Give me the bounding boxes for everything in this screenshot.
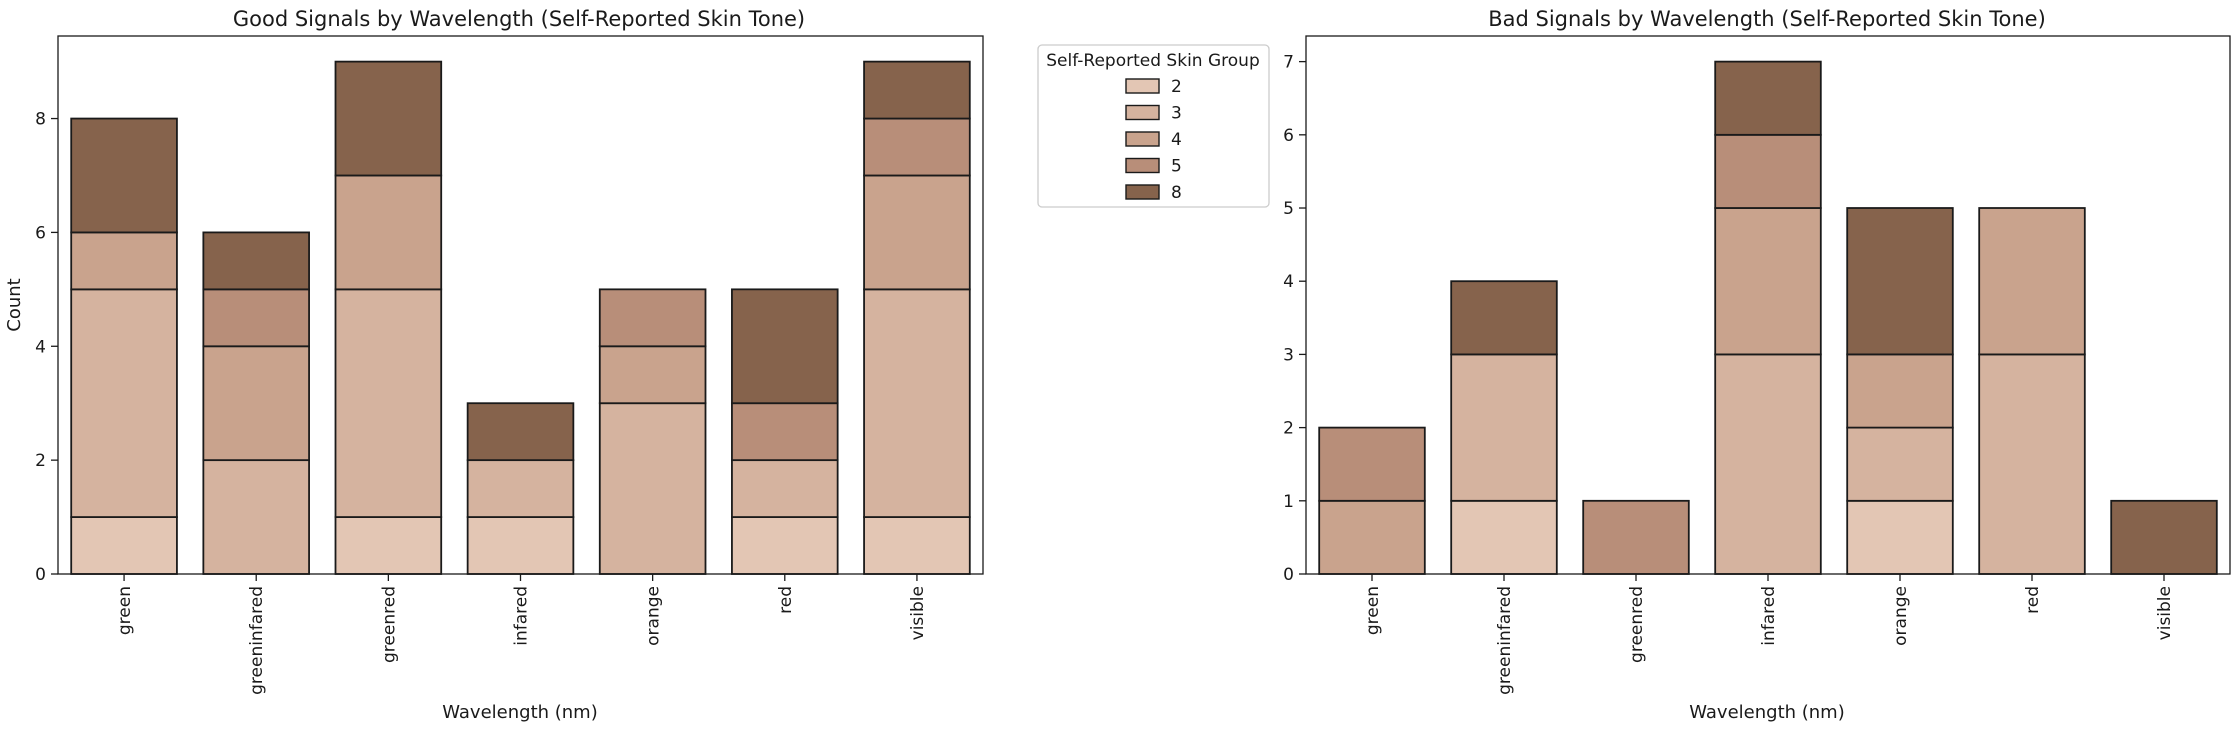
bar-segment-infared-group-4 [1714, 207, 1822, 356]
bar-segment-infared-group-2 [466, 516, 575, 575]
legend-label-4: 4 [1171, 130, 1182, 150]
bar-segment-orange-group-4 [1846, 353, 1954, 429]
bar-segment-infared-group-3 [466, 459, 575, 518]
bar-segment-green-group-5 [1318, 426, 1426, 502]
x-tick-label: greenred [1627, 586, 1647, 663]
plot-frame [1305, 35, 2231, 575]
x-tick-label: infared [512, 586, 532, 646]
x-axis-label: Wavelength (nm) [1689, 702, 1845, 723]
chart-title: Good Signals by Wavelength (Self-Reporte… [233, 7, 805, 31]
bar-segment-visible-group-3 [863, 288, 971, 518]
bar-segment-greeninfared-group-3 [202, 459, 310, 575]
legend-swatch-3 [1125, 104, 1160, 121]
bar-segment-greeninfared-group-8 [202, 231, 310, 291]
chart-1: Good Signals by Wavelength (Self-Reporte… [4, 7, 984, 723]
legend-swatch-5 [1125, 157, 1160, 174]
y-tick-label: 4 [35, 337, 46, 357]
y-tick-label: 5 [1283, 199, 1294, 219]
x-tick-label: orange [644, 586, 664, 646]
y-tick-label: 2 [35, 451, 46, 471]
bar-segment-green-group-8 [70, 117, 178, 234]
bar-segment-red-group-2 [731, 516, 839, 575]
x-tick-label: greeninfared [1495, 586, 1515, 695]
bar-segment-orange-group-3 [1846, 426, 1954, 502]
x-tick-label: infared [1759, 586, 1779, 646]
y-tick-label: 6 [1283, 126, 1294, 146]
legend-title: Self-Reported Skin Group [1046, 51, 1259, 71]
y-axis-label: Count [4, 278, 25, 331]
bar-segment-red-group-8 [731, 288, 839, 405]
plot-frame [57, 35, 984, 575]
bar-segment-visible-group-2 [863, 516, 971, 575]
bar-segment-visible-group-5 [863, 117, 971, 177]
bar-segment-greeninfared-group-2 [1450, 499, 1558, 575]
y-tick-label: 6 [35, 223, 46, 243]
y-tick-label: 0 [1283, 565, 1294, 585]
bar-segment-orange-group-3 [598, 402, 707, 575]
legend-swatch-8 [1125, 184, 1160, 200]
y-tick-label: 4 [1283, 272, 1294, 292]
x-tick-label: orange [1891, 586, 1911, 646]
bar-segment-orange-group-5 [598, 288, 707, 348]
bar-segment-red-group-5 [731, 402, 839, 462]
bar-segment-greenred-group-5 [1582, 499, 1690, 575]
x-tick-label: red [2023, 586, 2043, 614]
x-tick-label: visible [908, 586, 928, 640]
bar-segment-greenred-group-3 [334, 288, 443, 518]
bar-segment-infared-group-8 [1714, 60, 1822, 136]
x-axis-label: Wavelength (nm) [442, 702, 598, 723]
legend-label-5: 5 [1171, 157, 1182, 177]
chart-2: Bad Signals by Wavelength (Self-Reported… [1283, 7, 2231, 723]
legend-label-3: 3 [1171, 104, 1182, 124]
bar-segment-infared-group-5 [1714, 133, 1822, 209]
bar-segment-greeninfared-group-4 [202, 345, 310, 462]
x-tick-label: greenred [379, 586, 399, 663]
bar-segment-greeninfared-group-5 [202, 288, 310, 348]
bar-segment-green-group-4 [1318, 499, 1426, 575]
x-tick-label: green [1363, 586, 1383, 635]
bar-segment-greenred-group-8 [334, 60, 443, 177]
legend-label-2: 2 [1171, 77, 1182, 97]
legend-box [1037, 44, 1270, 208]
legend: Self-Reported Skin Group 2 3 4 5 8 [1037, 44, 1270, 208]
x-tick-label: red [776, 586, 796, 614]
y-tick-label: 7 [1283, 53, 1294, 73]
bar-segment-red-group-4 [1978, 207, 2086, 356]
y-tick-label: 3 [1283, 345, 1294, 365]
bar-segment-green-group-2 [70, 516, 178, 575]
bar-segment-visible-group-8 [2110, 499, 2218, 575]
legend-swatch-4 [1125, 131, 1160, 147]
y-tick-label: 2 [1283, 419, 1294, 439]
bar-segment-visible-group-4 [863, 174, 971, 291]
bar-segment-green-group-3 [70, 288, 178, 518]
x-tick-label: green [115, 586, 135, 635]
bar-segment-infared-group-8 [466, 402, 575, 462]
bar-segment-visible-group-8 [863, 60, 971, 120]
bar-segment-greeninfared-group-3 [1450, 353, 1558, 502]
bar-segment-green-group-4 [70, 231, 178, 291]
bar-segment-orange-group-8 [1846, 207, 1954, 356]
x-tick-label: visible [2155, 586, 2175, 640]
bar-segment-infared-group-3 [1714, 353, 1822, 575]
bar-segment-greenred-group-4 [334, 174, 443, 291]
legend-label-8: 8 [1171, 183, 1182, 203]
y-tick-label: 1 [1283, 492, 1294, 512]
bar-segment-red-group-3 [1978, 353, 2086, 575]
bar-segment-greeninfared-group-8 [1450, 280, 1558, 356]
bar-segment-red-group-3 [731, 459, 839, 518]
y-tick-label: 8 [35, 110, 46, 130]
legend-swatch-2 [1125, 78, 1160, 94]
bar-segment-greenred-group-2 [334, 516, 443, 575]
bar-segment-orange-group-2 [1846, 499, 1954, 575]
x-tick-label: greeninfared [247, 586, 267, 695]
y-tick-label: 0 [35, 565, 46, 585]
bar-segment-orange-group-4 [598, 345, 707, 405]
chart-title: Bad Signals by Wavelength (Self-Reported… [1488, 7, 2046, 31]
